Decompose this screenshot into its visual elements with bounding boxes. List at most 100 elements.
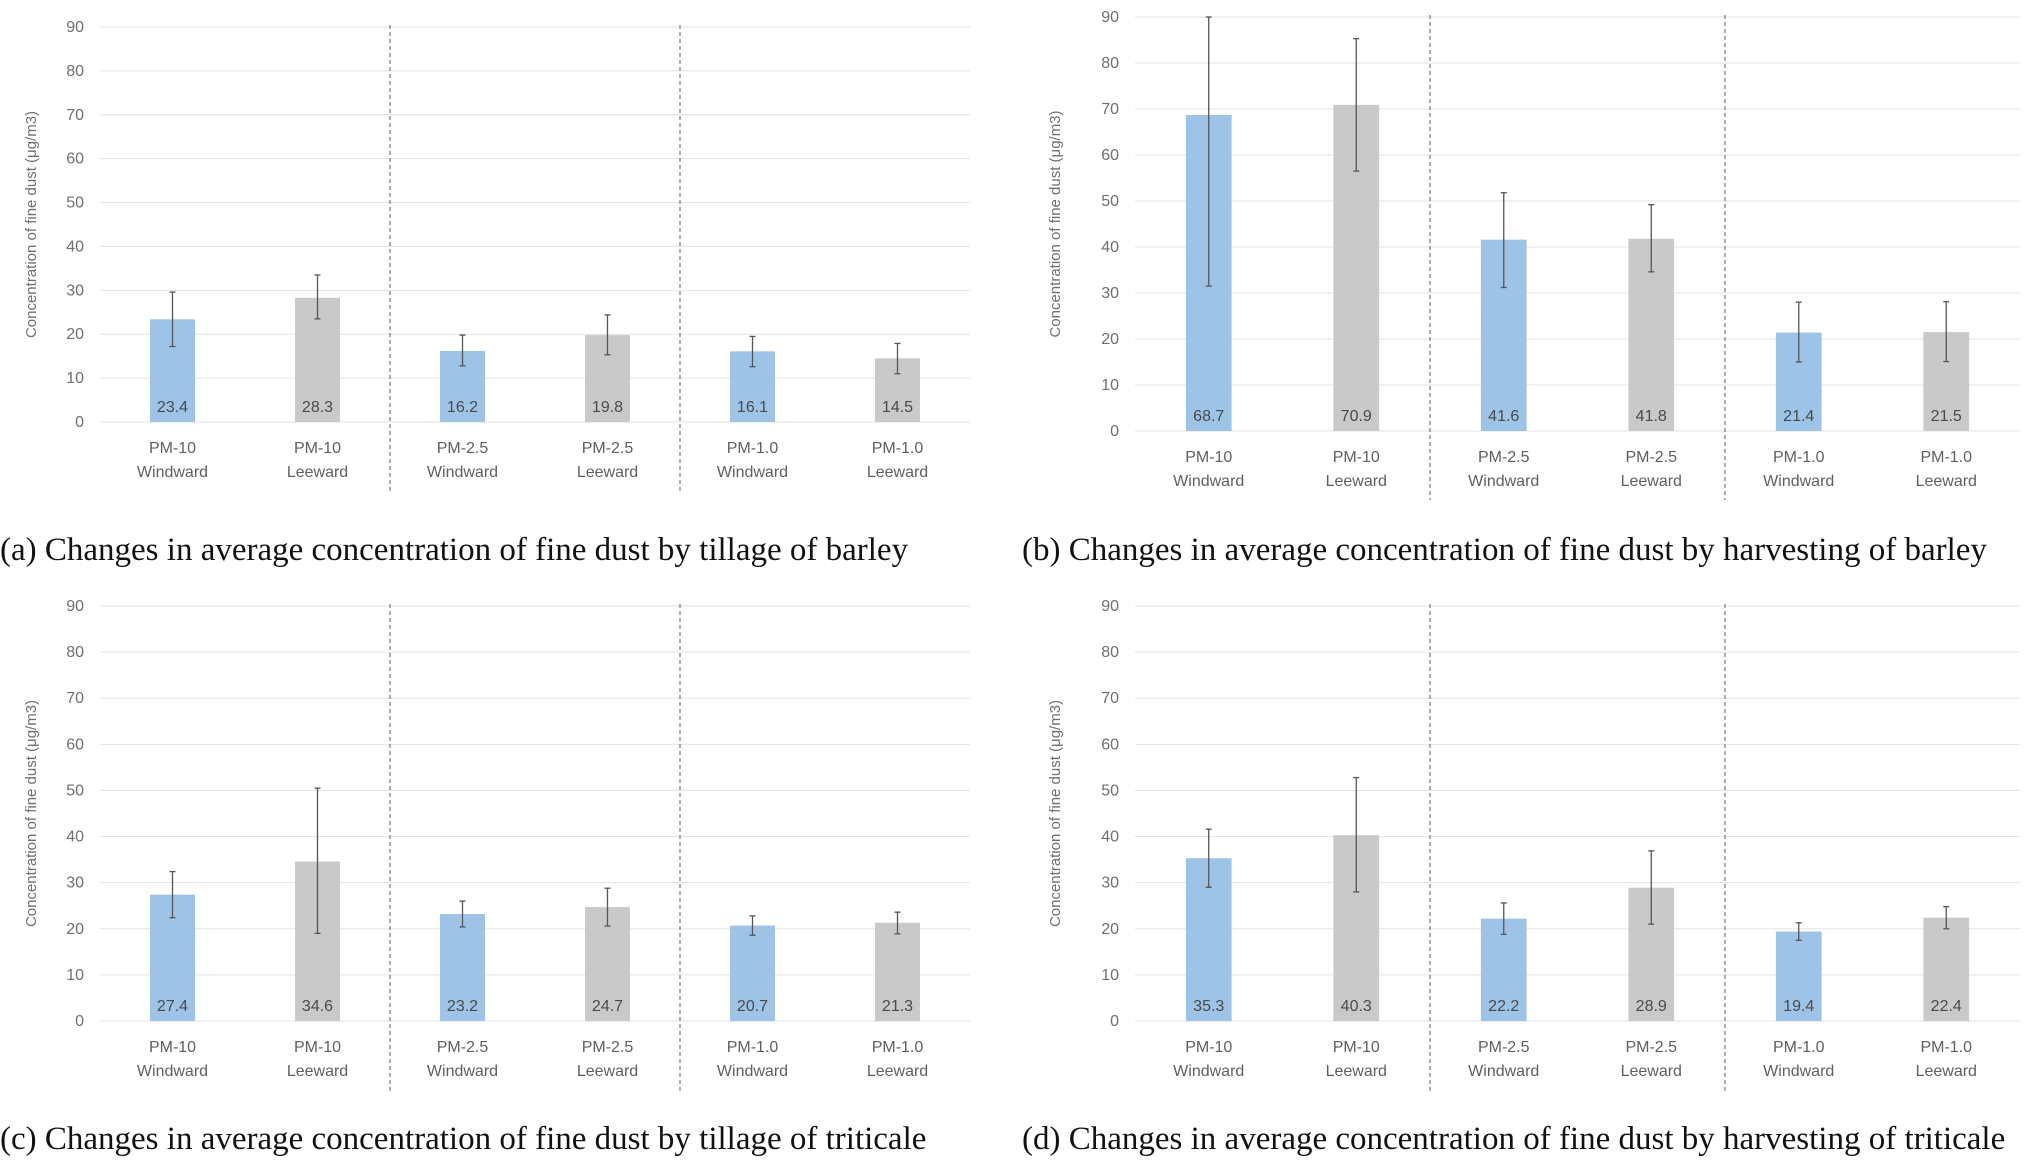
data-label: 21.5 bbox=[1931, 408, 1962, 425]
data-label: 14.5 bbox=[882, 399, 913, 416]
bar bbox=[1923, 917, 1970, 1021]
y-tick-label: 70 bbox=[1101, 690, 1119, 707]
category-label-line1: PM-10 bbox=[1185, 1039, 1232, 1056]
y-tick-label: 90 bbox=[1101, 9, 1119, 26]
category-label-line2: Leeward bbox=[867, 1063, 928, 1080]
y-axis-title: Concentration of fine dust (μg/m3) bbox=[1047, 700, 1064, 927]
caption-b: (b) Changes in average concentration of … bbox=[1022, 532, 1987, 568]
data-label: 20.7 bbox=[737, 998, 768, 1015]
category-label-line1: PM-2.5 bbox=[582, 440, 634, 457]
category-label-line2: Leeward bbox=[287, 464, 348, 481]
y-tick-label: 80 bbox=[66, 644, 84, 661]
category-label-line1: PM-2.5 bbox=[1478, 449, 1530, 466]
y-tick-label: 0 bbox=[1110, 423, 1119, 440]
y-tick-label: 10 bbox=[1101, 967, 1119, 984]
category-label-line1: PM-10 bbox=[149, 440, 196, 457]
category-label-line1: PM-2.5 bbox=[1625, 449, 1677, 466]
category-label-line1: PM-1.0 bbox=[872, 440, 924, 457]
y-tick-label: 60 bbox=[1101, 147, 1119, 164]
category-label-line2: Windward bbox=[427, 464, 498, 481]
category-label-line1: PM-1.0 bbox=[1773, 1039, 1825, 1056]
data-label: 16.2 bbox=[447, 399, 478, 416]
category-label-line2: Leeward bbox=[1916, 473, 1977, 490]
category-label-line1: PM-10 bbox=[294, 440, 341, 457]
data-label: 35.3 bbox=[1193, 998, 1224, 1015]
bar bbox=[1480, 918, 1527, 1021]
category-label-line2: Leeward bbox=[1916, 1063, 1977, 1080]
chart-a-svg: 0 10 20 30 40 50 60 70 80 90 Concentration of fine… bbox=[23, 19, 970, 492]
y-tick-label: 90 bbox=[66, 19, 84, 36]
data-label: 27.4 bbox=[157, 998, 188, 1015]
category-label-line1: PM-2.5 bbox=[1478, 1039, 1530, 1056]
category-label-line2: Windward bbox=[427, 1063, 498, 1080]
chart-panel-d: 0 10 20 30 40 50 60 70 80 90 Concentration of fine… bbox=[1020, 590, 2032, 1093]
data-label: 40.3 bbox=[1341, 998, 1372, 1015]
y-tick-label: 20 bbox=[1101, 331, 1119, 348]
data-label: 68.7 bbox=[1193, 408, 1224, 425]
chart-panel-a: 0 10 20 30 40 50 60 70 80 90 Concentration of fine… bbox=[0, 0, 1000, 492]
category-label-line1: PM-2.5 bbox=[437, 1039, 489, 1056]
y-tick-label: 80 bbox=[66, 63, 84, 80]
y-tick-label: 30 bbox=[66, 282, 84, 299]
y-tick-label: 10 bbox=[66, 370, 84, 387]
bar bbox=[730, 925, 775, 1021]
y-tick-label: 20 bbox=[1101, 921, 1119, 938]
y-tick-label: 30 bbox=[1101, 285, 1119, 302]
data-label: 41.8 bbox=[1636, 408, 1667, 425]
y-tick-label: 0 bbox=[75, 1013, 84, 1030]
y-tick-label: 10 bbox=[1101, 377, 1119, 394]
y-tick-label: 80 bbox=[1101, 644, 1119, 661]
bar bbox=[875, 922, 920, 1021]
data-label: 19.8 bbox=[592, 399, 623, 416]
category-label-line2: Leeward bbox=[1621, 1063, 1682, 1080]
category-label-line2: Windward bbox=[717, 464, 788, 481]
y-tick-label: 30 bbox=[1101, 875, 1119, 892]
data-label: 23.4 bbox=[157, 399, 188, 416]
category-label-line2: Windward bbox=[717, 1063, 788, 1080]
caption-a: (a) Changes in average concentration of … bbox=[0, 532, 909, 568]
chart-b-svg: 0 10 20 30 40 50 60 70 80 90 Concentration of fine… bbox=[1047, 9, 2020, 500]
category-label-line1: PM-10 bbox=[294, 1039, 341, 1056]
y-axis-title: Concentration of fine dust (μg/m3) bbox=[1047, 110, 1064, 337]
y-tick-label: 20 bbox=[66, 921, 84, 938]
category-label-line1: PM-1.0 bbox=[1920, 449, 1972, 466]
y-tick-label: 70 bbox=[66, 690, 84, 707]
category-label-line2: Windward bbox=[1468, 473, 1539, 490]
y-tick-label: 90 bbox=[1101, 598, 1119, 615]
y-tick-label: 50 bbox=[1101, 193, 1119, 210]
y-tick-label: 20 bbox=[66, 326, 84, 343]
category-label-line2: Windward bbox=[1763, 1063, 1834, 1080]
data-label: 34.6 bbox=[302, 998, 333, 1015]
data-label: 24.7 bbox=[592, 998, 623, 1015]
y-tick-label: 40 bbox=[66, 238, 84, 255]
category-label-line2: Leeward bbox=[1326, 473, 1387, 490]
bar bbox=[440, 914, 485, 1021]
category-label-line1: PM-1.0 bbox=[1920, 1039, 1972, 1056]
category-label-line1: PM-2.5 bbox=[437, 440, 489, 457]
data-label: 23.2 bbox=[447, 998, 478, 1015]
category-label-line2: Leeward bbox=[577, 464, 638, 481]
data-label: 22.2 bbox=[1488, 998, 1519, 1015]
y-tick-label: 50 bbox=[1101, 782, 1119, 799]
y-tick-label: 80 bbox=[1101, 55, 1119, 72]
category-label-line1: PM-1.0 bbox=[727, 440, 779, 457]
y-tick-label: 50 bbox=[66, 195, 84, 212]
chart-panel-c: 0 10 20 30 40 50 60 70 80 90 Concentration of fine… bbox=[0, 590, 1000, 1093]
y-tick-label: 70 bbox=[66, 107, 84, 124]
data-label: 41.6 bbox=[1488, 408, 1519, 425]
category-label-line2: Leeward bbox=[1621, 473, 1682, 490]
y-tick-label: 0 bbox=[75, 414, 84, 431]
y-axis-title: Concentration of fine dust (μg/m3) bbox=[23, 700, 40, 927]
y-tick-label: 40 bbox=[1101, 829, 1119, 846]
y-tick-label: 60 bbox=[66, 151, 84, 168]
data-label: 22.4 bbox=[1931, 998, 1962, 1015]
y-tick-label: 70 bbox=[1101, 101, 1119, 118]
caption-c: (c) Changes in average concentration of … bbox=[0, 1121, 927, 1157]
data-label: 21.3 bbox=[882, 998, 913, 1015]
category-label-line1: PM-2.5 bbox=[1625, 1039, 1677, 1056]
y-tick-label: 10 bbox=[66, 967, 84, 984]
y-tick-label: 60 bbox=[1101, 736, 1119, 753]
y-tick-label: 50 bbox=[66, 782, 84, 799]
data-label: 70.9 bbox=[1341, 408, 1372, 425]
y-tick-label: 90 bbox=[66, 598, 84, 615]
